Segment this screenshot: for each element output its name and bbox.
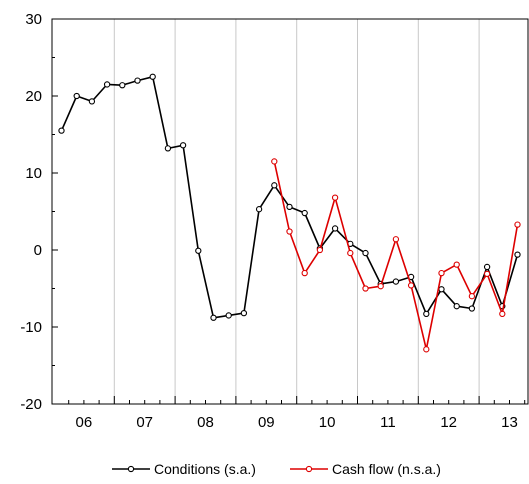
legend-marker-0 — [127, 465, 135, 473]
data-point-1 — [407, 282, 415, 289]
data-point-0 — [179, 142, 187, 149]
y-tick-label: 20 — [25, 88, 42, 105]
data-point-0 — [271, 182, 278, 189]
data-point-0 — [88, 98, 96, 105]
x-tick-label: 12 — [440, 414, 457, 431]
data-point-0 — [103, 81, 111, 88]
data-point-1 — [331, 194, 339, 201]
y-tick-label: -10 — [20, 319, 42, 336]
series-line-1 — [273, 161, 519, 351]
data-point-1 — [392, 236, 400, 243]
y-tick-label: 30 — [25, 11, 42, 28]
x-axis: 06 07 08 09 10 11 12 13 — [68, 396, 526, 431]
data-point-0 — [362, 249, 369, 257]
data-point-1 — [514, 221, 521, 228]
data-point-0 — [255, 206, 263, 213]
data-point-0 — [468, 305, 476, 312]
data-point-0 — [240, 309, 248, 317]
data-point-0 — [195, 247, 202, 254]
x-tick-label: 13 — [501, 414, 518, 431]
data-point-1 — [468, 293, 476, 300]
x-tick-label: 08 — [197, 414, 214, 431]
data-point-0 — [423, 310, 430, 318]
legend-marker-1 — [305, 465, 313, 473]
data-point-0 — [483, 263, 491, 271]
data-point-1 — [438, 269, 445, 277]
data-point-0 — [453, 303, 460, 310]
data-point-1 — [271, 158, 278, 165]
legend: Conditions (s.a.) Cash flow (n.s.a.) — [112, 461, 441, 477]
data-point-1 — [362, 285, 369, 292]
data-point-1 — [423, 346, 430, 353]
data-point-0 — [514, 251, 521, 258]
data-point-0 — [149, 73, 156, 80]
vertical-gridlines — [113, 19, 480, 404]
data-point-0 — [438, 286, 445, 293]
data-point-0 — [301, 209, 308, 217]
data-point-0 — [210, 314, 217, 321]
y-axis: 30 20 10 0 -10 -20 — [20, 11, 58, 413]
data-point-1 — [347, 249, 354, 257]
data-point-1 — [316, 246, 324, 254]
data-point-0 — [134, 77, 141, 84]
data-point-1 — [499, 310, 506, 318]
y-tick-label: 10 — [25, 165, 42, 182]
data-point-1 — [301, 269, 308, 277]
legend-label-0: Conditions (s.a.) — [154, 461, 256, 477]
legend-label-1: Cash flow (n.s.a.) — [332, 461, 441, 477]
data-point-1 — [286, 228, 293, 235]
x-tick-label: 06 — [76, 414, 93, 431]
plot-frame — [51, 18, 529, 405]
y-tick-label: -20 — [20, 396, 42, 413]
data-point-0 — [392, 278, 400, 285]
x-tick-label: 10 — [319, 414, 336, 431]
data-point-0 — [164, 145, 172, 152]
data-point-0 — [225, 312, 232, 319]
x-tick-label: 11 — [380, 414, 396, 431]
series-line-0 — [60, 76, 519, 319]
x-tick-label: 09 — [258, 414, 275, 431]
data-point-1 — [483, 270, 491, 278]
data-point-0 — [58, 127, 65, 134]
data-point-0 — [286, 203, 293, 211]
y-tick-label: 0 — [34, 242, 42, 259]
data-point-1 — [377, 283, 384, 290]
data-point-0 — [73, 92, 80, 100]
series-layer — [58, 73, 521, 353]
data-point-1 — [453, 261, 460, 268]
data-point-0 — [119, 82, 126, 89]
data-point-0 — [331, 225, 339, 232]
x-tick-label: 07 — [136, 414, 153, 431]
